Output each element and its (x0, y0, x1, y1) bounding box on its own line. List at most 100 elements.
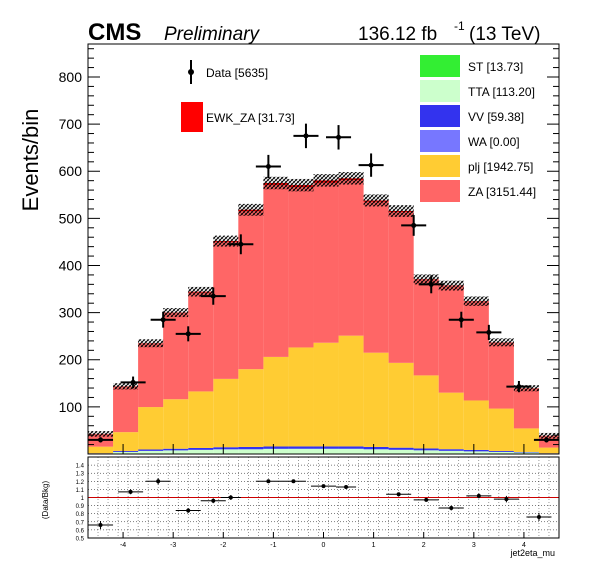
uncertainty-band-7 (263, 176, 289, 190)
bar-plj-1 (113, 432, 139, 451)
uncertainty-band-4 (188, 286, 214, 297)
bar-plj-11 (363, 352, 389, 447)
y-tick-label: 400 (59, 257, 83, 273)
x-tick-label: 2 (422, 542, 426, 549)
bar-za-7 (263, 184, 289, 357)
bar-plj-5 (213, 378, 239, 448)
legend-ewk-za-swatch (181, 102, 203, 132)
data-point-0 (98, 437, 104, 443)
legend-st-label: ST [13.73] (468, 60, 523, 74)
bar-tta-15 (463, 451, 489, 454)
bar-vv-7 (263, 446, 289, 449)
bar-za-8 (288, 187, 314, 348)
bar-plj-15 (463, 400, 489, 450)
y-tick-label: 300 (59, 305, 83, 321)
ratio-y-tick-label: 1.2 (76, 480, 85, 486)
ratio-y-tick-label: 1.4 (76, 464, 85, 470)
bar-tta-9 (313, 448, 339, 454)
y-tick-label: 100 (59, 399, 83, 415)
uncertainty-band-5 (213, 235, 239, 247)
bar-za-2 (138, 343, 164, 408)
ratio-y-tick-label: 0.6 (76, 528, 85, 534)
data-point-3 (185, 331, 191, 337)
bar-tta-6 (238, 449, 264, 454)
ratio-point-6 (266, 479, 271, 484)
ratio-y-tick-label: 1 (81, 496, 85, 502)
ratio-y-tick-label: 0.9 (76, 504, 85, 510)
ratio-y-tick-label: 1.3 (76, 472, 85, 478)
x-tick-label: -2 (220, 542, 226, 549)
bar-plj-4 (188, 391, 214, 448)
lumi-label: 136.12 fb (358, 24, 437, 45)
data-point-5 (238, 241, 244, 247)
uncertainty-band-16 (488, 338, 514, 347)
legend-vv-swatch (420, 105, 460, 127)
uncertainty-band-10 (338, 172, 364, 185)
data-point-2 (160, 317, 166, 323)
data-point-7 (303, 133, 309, 139)
ratio-point-7 (291, 479, 296, 484)
data-point-10 (411, 222, 417, 228)
bar-plj-9 (313, 342, 339, 447)
data-point-11 (428, 281, 434, 287)
y-tick-label: 800 (59, 69, 83, 85)
bar-tta-5 (213, 449, 239, 454)
uncertainty-band-12 (388, 205, 414, 217)
ratio-point-14 (504, 497, 509, 502)
bar-plj-7 (263, 356, 289, 447)
uncertainty-band-0 (88, 431, 114, 437)
legend-ewk-za-label: EWK_ZA [31.73] (206, 111, 295, 125)
legend-tta-swatch (420, 80, 460, 102)
legend-plj-swatch (420, 155, 460, 177)
ratio-y-tick-label: 1.1 (76, 488, 85, 494)
bar-plj-16 (488, 408, 514, 451)
legend-st-swatch (420, 55, 460, 77)
bar-plj-2 (138, 407, 164, 450)
ratio-point-3 (186, 508, 191, 513)
uncertainty-band-1 (113, 383, 139, 390)
bar-za-6 (238, 211, 264, 370)
ratio-point-9 (344, 484, 349, 489)
bar-tta-7 (263, 448, 289, 454)
legend-wa-swatch (420, 130, 460, 152)
data-point-14 (516, 384, 522, 390)
data-point-1 (130, 379, 136, 385)
ratio-point-10 (396, 492, 401, 497)
x-tick-label: -1 (270, 542, 276, 549)
bar-plj-13 (413, 375, 439, 449)
ratio-point-8 (321, 484, 326, 489)
x-axis-title: jet2eta_mu (509, 548, 555, 558)
uncertainty-band-14 (438, 280, 464, 291)
legend-plj-label: plj [1942.75] (468, 160, 533, 174)
legend: Data [5635] EWK_ZA [31.73] ST [13.73] TT… (181, 55, 536, 202)
legend-za-label: ZA [3151.44] (468, 185, 536, 199)
bar-plj-14 (438, 392, 464, 450)
ratio-point-15 (536, 514, 541, 519)
ratio-point-5 (228, 495, 233, 500)
bar-za-14 (438, 286, 464, 393)
bar-plj-12 (388, 362, 414, 448)
cms-label: CMS (88, 19, 141, 46)
ratio-plot: 0.5 0.6 0.7 0.8 0.9 1 1.1 1.2 1.3 1.4 -4 -3 -2 -1 0 1 2 3… (76, 456, 560, 549)
bar-tta-1 (113, 451, 139, 454)
bar-za-4 (188, 292, 214, 392)
bar-vv-2 (138, 449, 164, 451)
ratio-y-tick-label: 0.8 (76, 512, 85, 518)
y-axis-title: Events/bin (18, 109, 43, 212)
main-plot: 100 200 300 400 500 600 700 800 (59, 43, 560, 455)
bar-plj-3 (163, 399, 189, 449)
data-point-8 (336, 134, 342, 140)
bar-tta-10 (338, 448, 364, 454)
bar-tta-3 (163, 450, 189, 454)
data-point-9 (368, 162, 374, 168)
legend-data-dot (188, 69, 194, 75)
data-point-12 (458, 317, 464, 323)
ratio-point-11 (424, 497, 429, 502)
ratio-point-0 (98, 523, 103, 528)
legend-vv-label: VV [59.38] (468, 110, 524, 124)
data-point-15 (543, 437, 549, 443)
uncertainty-band-6 (238, 203, 264, 216)
x-tick-label: 1 (372, 542, 376, 549)
x-tick-label: 4 (522, 542, 526, 549)
bar-tta-11 (363, 449, 389, 454)
